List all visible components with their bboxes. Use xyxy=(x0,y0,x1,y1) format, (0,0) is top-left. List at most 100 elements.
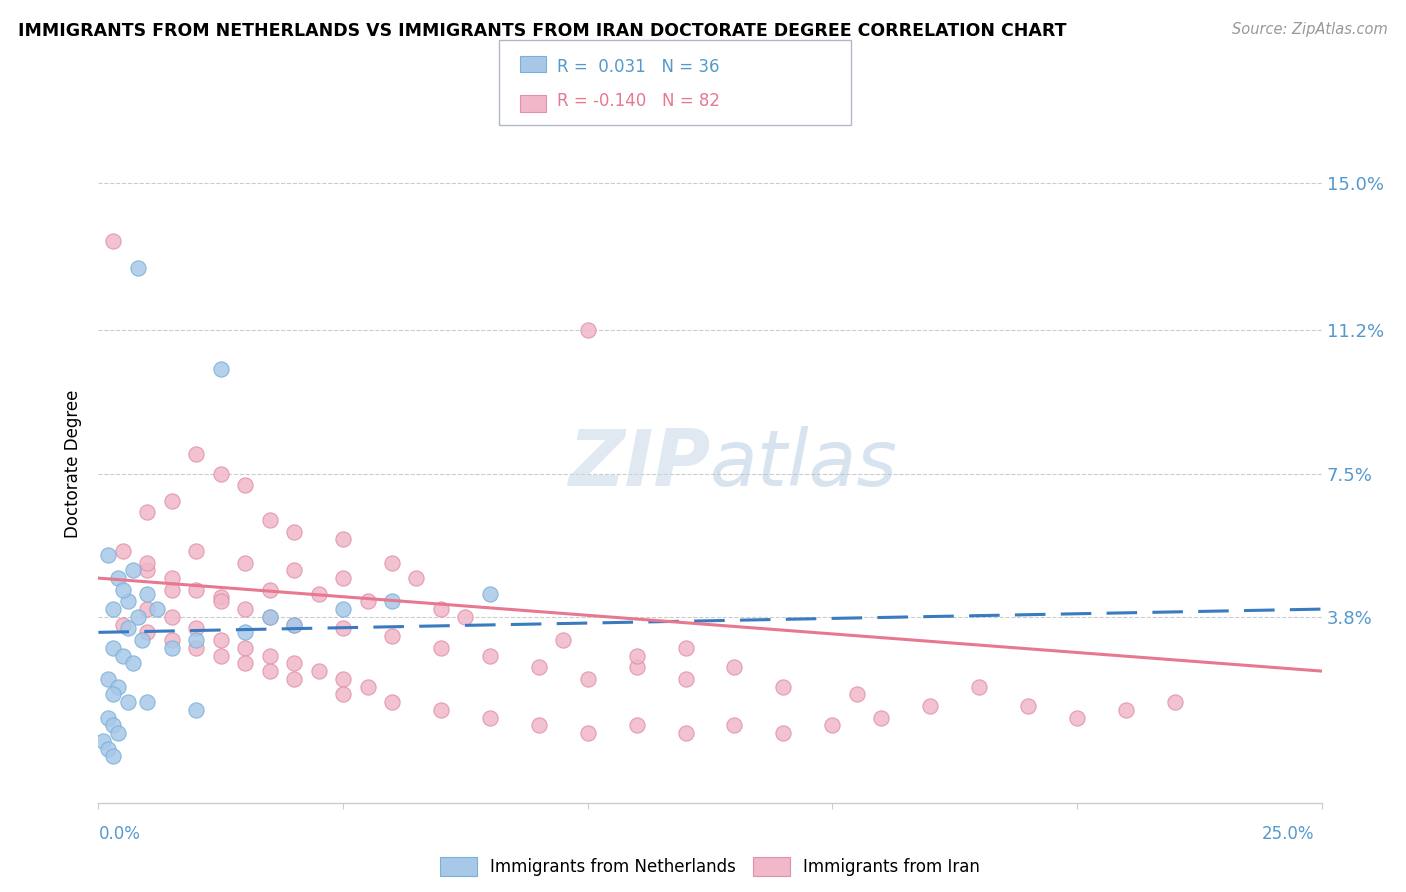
Point xyxy=(1066,710,1088,724)
Point xyxy=(405,571,427,585)
Point xyxy=(332,622,354,636)
Point xyxy=(870,710,893,724)
Legend: Immigrants from Netherlands, Immigrants from Iran: Immigrants from Netherlands, Immigrants … xyxy=(433,850,987,882)
Point xyxy=(209,648,232,663)
Point xyxy=(283,672,305,686)
Point xyxy=(117,695,139,709)
Point xyxy=(121,563,143,577)
Point xyxy=(381,695,404,709)
Point xyxy=(136,625,159,640)
Text: atlas: atlas xyxy=(710,425,898,502)
Point xyxy=(111,648,134,663)
Point xyxy=(527,718,550,732)
Point xyxy=(553,633,575,648)
Point xyxy=(283,563,305,577)
Point xyxy=(117,622,139,636)
Point xyxy=(117,594,139,608)
Point xyxy=(259,513,281,527)
Point xyxy=(107,726,129,740)
Y-axis label: Doctorate Degree: Doctorate Degree xyxy=(65,390,83,538)
Point xyxy=(111,544,134,558)
Point xyxy=(233,625,256,640)
Point xyxy=(723,660,745,674)
Point xyxy=(101,602,124,616)
Point xyxy=(136,602,159,616)
Point xyxy=(186,703,208,717)
Text: Source: ZipAtlas.com: Source: ZipAtlas.com xyxy=(1232,22,1388,37)
Point xyxy=(233,602,256,616)
Point xyxy=(1115,703,1137,717)
Point xyxy=(283,657,305,671)
Text: 25.0%: 25.0% xyxy=(1263,825,1315,843)
Point xyxy=(308,586,330,600)
Point xyxy=(332,687,354,701)
Point xyxy=(381,556,404,570)
Point xyxy=(259,648,281,663)
Point xyxy=(111,582,134,597)
Point xyxy=(478,586,501,600)
Point xyxy=(576,672,599,686)
Point xyxy=(772,726,794,740)
Point xyxy=(1017,698,1039,713)
Point xyxy=(101,234,124,248)
Point xyxy=(127,610,149,624)
Point xyxy=(233,657,256,671)
Text: R = -0.140   N = 82: R = -0.140 N = 82 xyxy=(557,92,720,110)
Point xyxy=(97,548,120,562)
Point xyxy=(127,261,149,276)
Text: IMMIGRANTS FROM NETHERLANDS VS IMMIGRANTS FROM IRAN DOCTORATE DEGREE CORRELATION: IMMIGRANTS FROM NETHERLANDS VS IMMIGRANT… xyxy=(18,22,1067,40)
Point xyxy=(111,617,134,632)
Point xyxy=(772,680,794,694)
Point xyxy=(160,493,183,508)
Point xyxy=(259,664,281,678)
Point xyxy=(160,582,183,597)
Point xyxy=(332,672,354,686)
Point xyxy=(209,594,232,608)
Point xyxy=(101,640,124,655)
Point xyxy=(186,622,208,636)
Point xyxy=(845,687,868,701)
Point xyxy=(97,710,120,724)
Point xyxy=(101,718,124,732)
Point xyxy=(967,680,990,694)
Point xyxy=(160,610,183,624)
Point xyxy=(527,660,550,674)
Text: 0.0%: 0.0% xyxy=(98,825,141,843)
Point xyxy=(160,633,183,648)
Text: ZIP: ZIP xyxy=(568,425,710,502)
Point xyxy=(97,741,120,756)
Point xyxy=(332,571,354,585)
Point xyxy=(121,657,143,671)
Point xyxy=(430,602,453,616)
Point xyxy=(233,478,256,492)
Point xyxy=(186,544,208,558)
Point xyxy=(430,640,453,655)
Point xyxy=(233,640,256,655)
Point xyxy=(136,505,159,519)
Point xyxy=(478,710,501,724)
Point xyxy=(136,556,159,570)
Text: R =  0.031   N = 36: R = 0.031 N = 36 xyxy=(557,58,720,76)
Point xyxy=(381,629,404,643)
Point xyxy=(283,524,305,539)
Point xyxy=(136,586,159,600)
Point xyxy=(283,617,305,632)
Point xyxy=(146,602,169,616)
Point xyxy=(209,362,232,376)
Point xyxy=(233,556,256,570)
Point xyxy=(259,610,281,624)
Point xyxy=(920,698,942,713)
Point xyxy=(626,648,648,663)
Point xyxy=(332,602,354,616)
Point xyxy=(97,672,120,686)
Point xyxy=(675,640,697,655)
Point xyxy=(356,680,378,694)
Point xyxy=(626,660,648,674)
Point xyxy=(454,610,477,624)
Point xyxy=(186,582,208,597)
Point xyxy=(356,594,378,608)
Point xyxy=(186,633,208,648)
Point xyxy=(107,680,129,694)
Point xyxy=(131,633,153,648)
Point xyxy=(160,640,183,655)
